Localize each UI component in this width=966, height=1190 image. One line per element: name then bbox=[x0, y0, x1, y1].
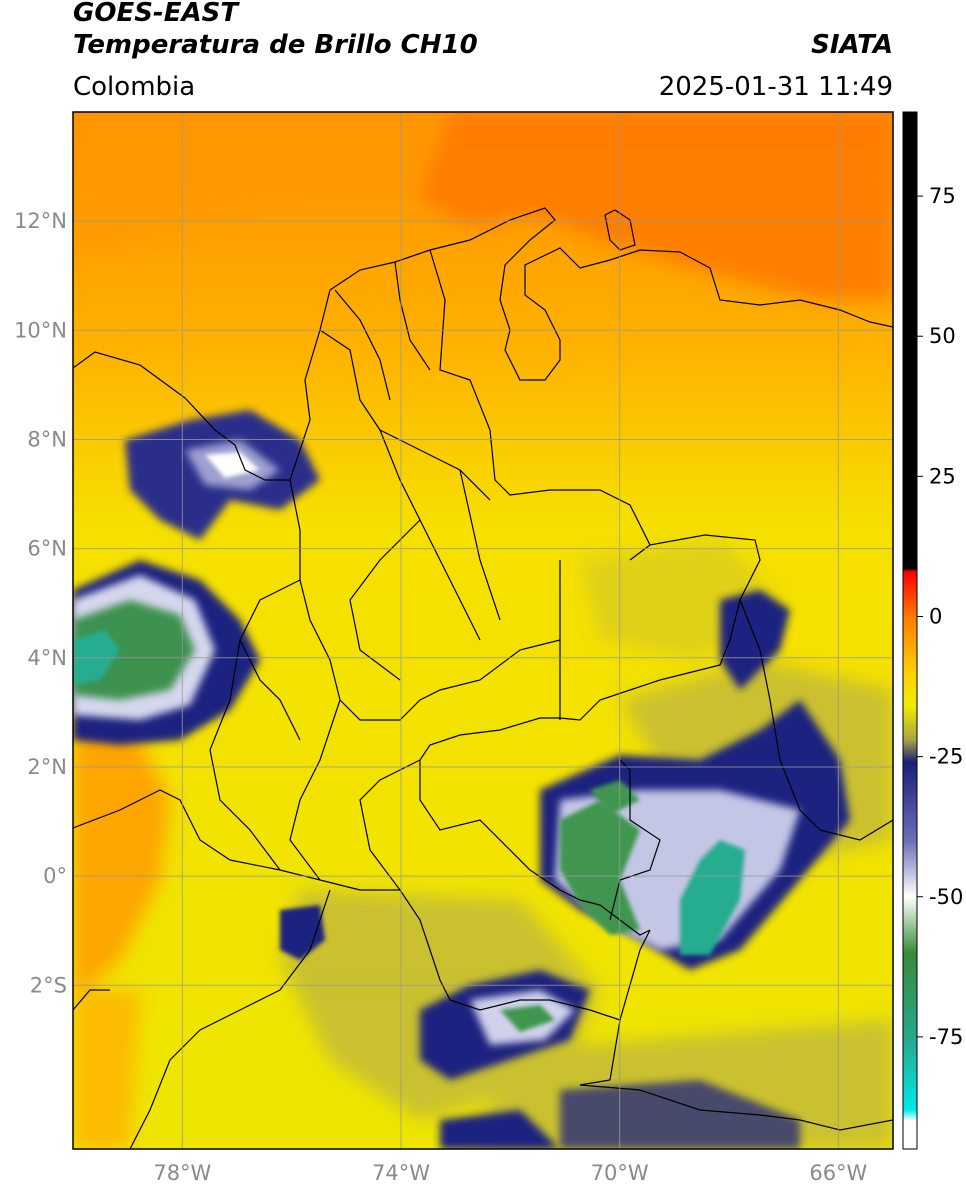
agency-label: SIATA bbox=[811, 30, 893, 60]
lat-tick-label: 10°N bbox=[14, 318, 67, 342]
colorbar-tick-label: -75 bbox=[929, 1025, 963, 1049]
colorbar-tick-label: 50 bbox=[929, 324, 956, 348]
region-label: Colombia bbox=[73, 72, 196, 102]
colorbar-tick-label: -25 bbox=[929, 745, 963, 769]
colorbar-tick-label: 25 bbox=[929, 464, 956, 488]
lat-tick-label: 6°N bbox=[27, 537, 67, 561]
lat-tick-label: 0° bbox=[43, 864, 67, 888]
colorbar-tick-label: 75 bbox=[929, 184, 956, 208]
lon-tick-label: 70°W bbox=[591, 1161, 649, 1185]
satellite-title: GOES-EAST bbox=[73, 0, 239, 28]
lat-tick-label: 2°S bbox=[30, 973, 67, 997]
colorbar bbox=[902, 111, 918, 1150]
product-title: Temperatura de Brillo CH10 bbox=[73, 30, 478, 60]
lat-tick-label: 12°N bbox=[14, 209, 67, 233]
satellite-imagery bbox=[73, 112, 893, 1149]
lon-tick-label: 78°W bbox=[153, 1161, 211, 1185]
map-frame bbox=[72, 111, 894, 1150]
lon-tick-label: 66°W bbox=[809, 1161, 867, 1185]
lat-tick-label: 4°N bbox=[27, 646, 67, 670]
lat-tick-label: 2°N bbox=[27, 755, 67, 779]
colorbar-tick-label: -50 bbox=[929, 885, 963, 909]
colorbar-tick-label: 0 bbox=[929, 604, 942, 628]
datetime-label: 2025-01-31 11:49 bbox=[658, 72, 893, 102]
lon-tick-label: 74°W bbox=[372, 1161, 430, 1185]
lat-tick-label: 8°N bbox=[27, 427, 67, 451]
